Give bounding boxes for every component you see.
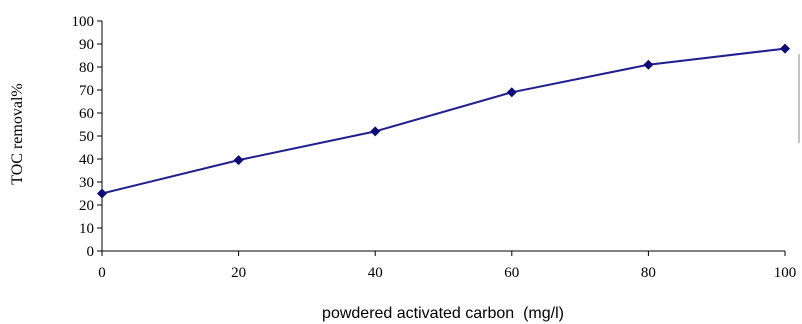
data-point [370,126,381,137]
y-tick-label: 70 [79,83,94,99]
y-tick-label: 90 [79,37,94,53]
y-tick-label: 100 [72,14,95,30]
y-tick-label: 0 [87,244,95,260]
x-tick-label: 20 [231,265,246,281]
y-tick-label: 80 [79,60,94,76]
y-tick-label: 40 [79,152,94,168]
data-point [97,188,107,199]
data-point [643,59,654,70]
data-point [780,43,790,54]
x-tick-label: 0 [98,265,106,281]
y-tick-label: 20 [79,198,94,214]
x-axis-label: powdered activated carbon (mg/l) [322,305,564,322]
y-axis-label: TOC removal% [9,83,26,184]
y-ticks: 0 10 20 30 40 50 60 70 80 90 100 [72,14,102,260]
y-tick-label: 50 [79,129,94,145]
data-point [233,155,244,166]
series-line [101,47,786,195]
y-tick-label: 30 [79,175,94,191]
data-point [506,87,517,98]
series-group [97,43,790,199]
axes [101,21,785,252]
x-tick-label: 60 [504,265,519,281]
x-tick-label: 40 [368,265,383,281]
x-tick-label: 100 [774,265,797,281]
y-tick-label: 10 [79,221,94,237]
x-ticks: 0 20 40 60 80 100 [98,251,796,281]
y-tick-label: 60 [79,106,94,122]
x-tick-label: 80 [641,265,656,281]
